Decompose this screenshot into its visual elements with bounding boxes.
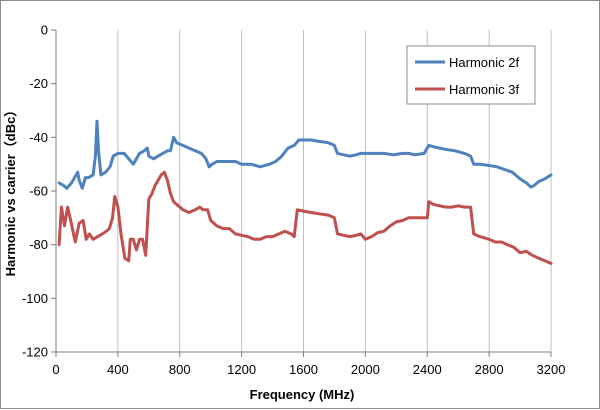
x-tick-label: 800 — [169, 362, 191, 377]
y-tick-label: -60 — [29, 184, 48, 199]
y-tick-label: -40 — [29, 130, 48, 145]
x-tick-label: 400 — [107, 362, 129, 377]
x-tick-label: 2000 — [351, 362, 380, 377]
x-tick-label: 1200 — [227, 362, 256, 377]
series-line-harmonic-3f — [57, 170, 553, 265]
legend-label-harmonic-3f: Harmonic 3f — [449, 82, 519, 97]
y-tick-label: 0 — [41, 23, 48, 38]
x-tick-label: 3200 — [537, 362, 566, 377]
x-tick-label: 1600 — [289, 362, 318, 377]
y-tick-label: -120 — [22, 345, 48, 360]
x-tick-label: 2400 — [413, 362, 442, 377]
y-tick-label: -100 — [22, 291, 48, 306]
legend-label-harmonic-2f: Harmonic 2f — [449, 55, 519, 70]
legend: Harmonic 2f Harmonic 3f — [406, 45, 536, 105]
x-tick-label: 2800 — [475, 362, 504, 377]
axes — [51, 29, 552, 357]
x-tick-label: 0 — [52, 362, 59, 377]
legend-box — [406, 45, 536, 105]
y-axis-title: Harmonic vs carrier（dBc） — [3, 104, 18, 277]
y-tick-label: -80 — [29, 237, 48, 252]
series-line-harmonic-2f — [57, 119, 553, 190]
tick-labels: 0 -20 -40 -60 -80 -100 -120 0 400 800 1200 1600 2000… — [22, 23, 565, 378]
y-tick-label: -20 — [29, 76, 48, 91]
series — [57, 119, 553, 265]
x-axis-title: Frequency (MHz) — [250, 387, 355, 402]
